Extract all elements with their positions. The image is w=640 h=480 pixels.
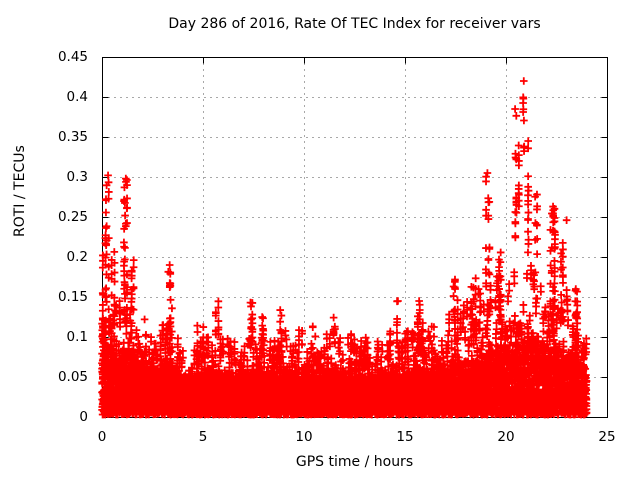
y-tick-label: 0.4 bbox=[66, 89, 88, 105]
chart-title: Day 286 of 2016, Rate Of TEC Index for r… bbox=[168, 16, 541, 32]
x-tick-label: 10 bbox=[295, 429, 313, 445]
y-tick-label: 0 bbox=[79, 409, 88, 425]
y-tick-label: 0.3 bbox=[66, 169, 88, 185]
x-tick-label: 15 bbox=[396, 429, 414, 445]
y-tick-label: 0.45 bbox=[57, 49, 88, 65]
y-tick-label: 0.1 bbox=[66, 329, 88, 345]
x-tick-label: 5 bbox=[198, 429, 208, 445]
y-tick-label: 0.2 bbox=[66, 249, 88, 265]
y-tick-label: 0.35 bbox=[57, 129, 88, 145]
x-tick-label: 20 bbox=[497, 429, 515, 445]
x-tick-label: 0 bbox=[97, 429, 107, 445]
y-tick-label: 0.15 bbox=[57, 289, 88, 305]
x-tick-label: 25 bbox=[598, 429, 616, 445]
y-tick-label: 0.25 bbox=[57, 209, 88, 225]
x-axis-label: GPS time / hours bbox=[295, 454, 414, 470]
y-tick-label: 0.05 bbox=[57, 369, 88, 385]
